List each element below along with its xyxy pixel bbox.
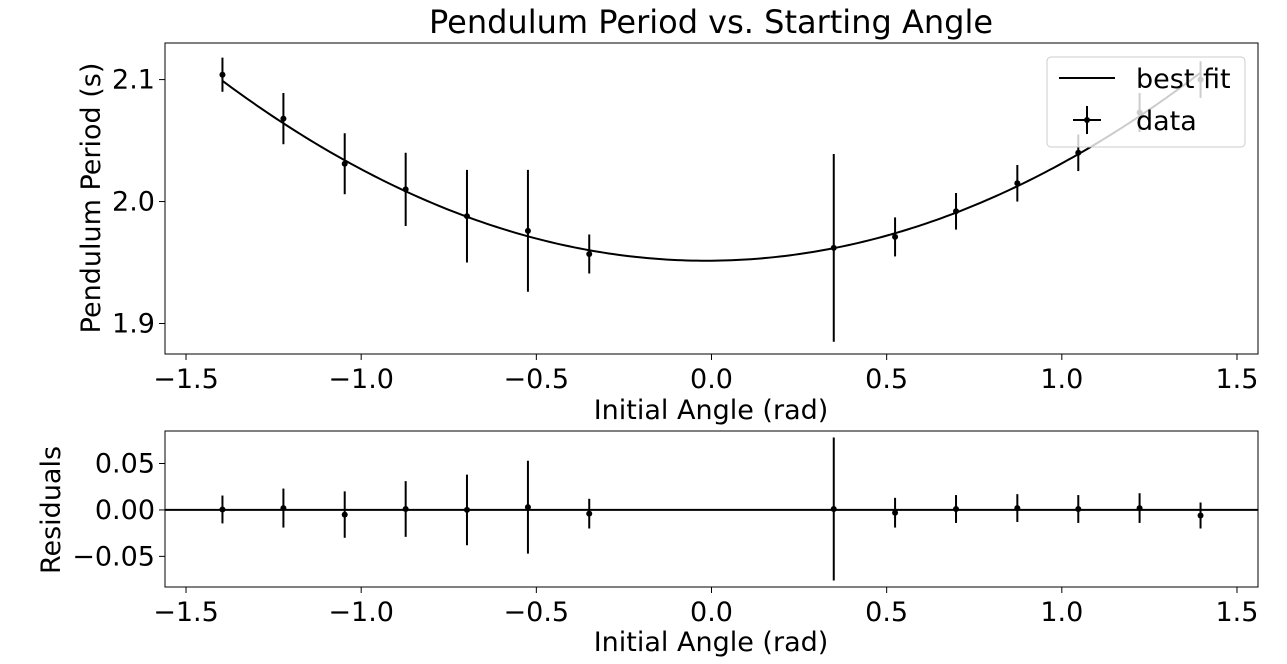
x-tick-label: −1.5 [153, 364, 219, 395]
x-tick-label: −0.5 [504, 597, 570, 628]
x-tick-label: 0.5 [865, 597, 908, 628]
x-tick-label: 1.0 [1040, 597, 1083, 628]
y-tick-label: 2.0 [112, 187, 155, 218]
y-tick-label: 1.9 [112, 309, 155, 340]
data-point [1075, 506, 1082, 512]
data-point [341, 511, 348, 518]
data-point [341, 160, 348, 167]
legend-marker-sample [1084, 117, 1090, 123]
y-tick-label: 2.1 [112, 65, 155, 96]
data-point [830, 244, 837, 251]
x-tick-label: −1.0 [328, 364, 394, 395]
data-point [524, 227, 531, 234]
data-point [1075, 149, 1082, 156]
data-point [953, 208, 960, 215]
y-axis-label: Residuals [36, 446, 67, 574]
x-tick-label: 1.0 [1040, 364, 1083, 395]
data-point [586, 510, 593, 517]
x-axis-label: Initial Angle (rad) [594, 395, 829, 426]
y-tick-label: 0.05 [95, 449, 155, 480]
data-point [892, 509, 899, 516]
x-tick-label: 0.5 [865, 364, 908, 395]
chart-title: Pendulum Period vs. Starting Angle [429, 3, 993, 41]
data-point [280, 505, 287, 512]
data-point [1014, 505, 1021, 512]
x-tick-label: 0.0 [690, 597, 733, 628]
x-tick-label: −1.0 [328, 597, 394, 628]
legend-label-data: data [1136, 106, 1197, 137]
data-point [586, 250, 593, 257]
data-point [280, 115, 287, 122]
data-point [402, 186, 409, 193]
data-point [1136, 505, 1143, 512]
y-tick-label: 0.00 [95, 495, 155, 526]
legend-frame [1046, 56, 1246, 148]
x-tick-label: 1.5 [1216, 597, 1259, 628]
best-fit-line [221, 71, 1202, 262]
legend-label-best-fit: best fit [1136, 64, 1231, 95]
y-tick-label: −0.05 [72, 541, 155, 572]
period-chart: Pendulum Period vs. Starting Angle −1.5−… [76, 3, 1259, 426]
period-plot-area: −1.5 −1.0 −0.5 0.0 0.5 1.0 1.5 1.9 2.0 2.1 [112, 42, 1259, 395]
data-point [953, 506, 960, 512]
x-axis-label: Initial Angle (rad) [594, 627, 829, 658]
data-point [892, 233, 899, 240]
data-point [1197, 512, 1204, 519]
data-point [524, 504, 531, 511]
x-tick-label: 1.5 [1216, 364, 1259, 395]
data-point [830, 506, 837, 512]
data-point [219, 506, 226, 513]
x-tick-label: 0.0 [690, 364, 733, 395]
residuals-plot-area: −1.5 −1.0 −0.5 0.0 0.5 1.0 1.5 0.05 0.00 −0.05 [72, 430, 1259, 628]
residuals-chart: −1.5 −1.0 −0.5 0.0 0.5 1.0 1.5 0.05 0.00 −0.05 In… [36, 430, 1259, 658]
data-point [402, 506, 409, 512]
data-point [463, 213, 470, 220]
x-tick-label: −1.5 [153, 597, 219, 628]
data-point [1014, 180, 1021, 187]
data-point [219, 71, 226, 78]
legend: best fit data [1046, 56, 1246, 148]
y-axis-label: Pendulum Period (s) [76, 63, 107, 334]
data-point [463, 506, 470, 513]
x-tick-label: −0.5 [504, 364, 570, 395]
